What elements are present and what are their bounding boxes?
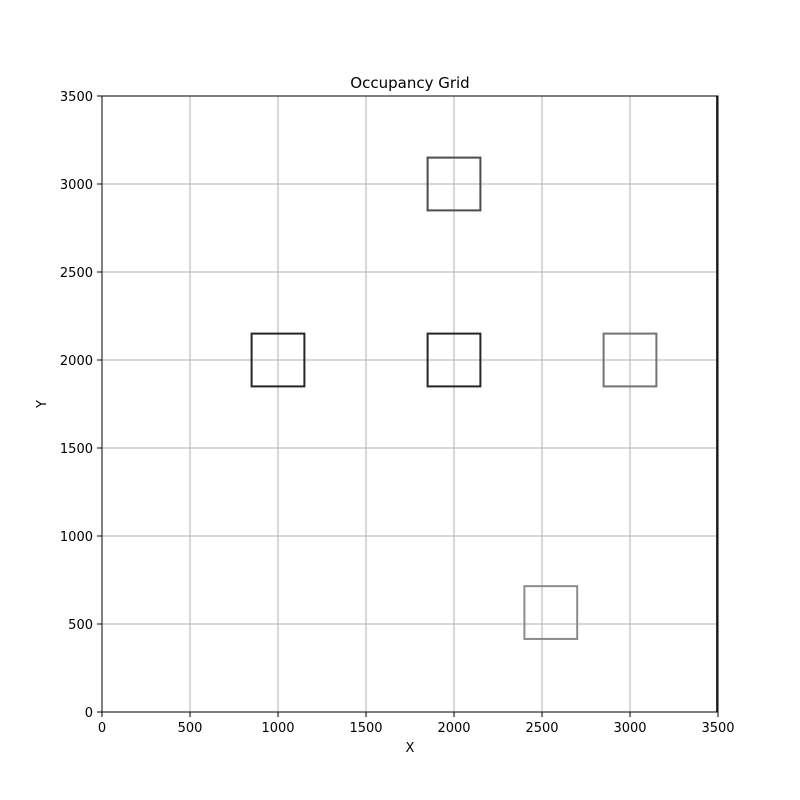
- occupied-square: [250, 332, 306, 388]
- y-tick-label: 500: [68, 618, 93, 633]
- x-tick-label: 3000: [613, 721, 646, 736]
- occupied-square: [426, 156, 482, 212]
- y-tick-label: 2500: [60, 266, 93, 281]
- x-tick-label: 0: [98, 721, 106, 736]
- plot-frame: [101, 95, 719, 713]
- y-tick-label: 3500: [60, 90, 93, 105]
- occupied-square: [523, 585, 579, 640]
- x-axis-label: X: [406, 741, 415, 756]
- grid-lines: [101, 95, 719, 713]
- y-tick-label: 1500: [60, 442, 93, 457]
- occupancy-data: [250, 96, 718, 712]
- axis-ticks: 0 500 1000 1500 2000 2500 3000 3500 0 500 1000 1500…: [60, 90, 735, 736]
- x-tick-label: 1500: [349, 721, 382, 736]
- x-tick-label: 3500: [701, 721, 734, 736]
- y-tick-label: 1000: [60, 530, 93, 545]
- x-tick-label: 1000: [261, 721, 294, 736]
- y-tick-label: 3000: [60, 178, 93, 193]
- chart-title: Occupancy Grid: [350, 74, 469, 92]
- y-tick-label: 0: [85, 706, 93, 721]
- y-axis-label: Y: [35, 400, 50, 409]
- y-tick-label: 2000: [60, 354, 93, 369]
- x-tick-label: 2500: [525, 721, 558, 736]
- occupied-square: [426, 332, 482, 388]
- x-tick-label: 2000: [437, 721, 470, 736]
- x-tick-label: 500: [178, 721, 203, 736]
- occupied-square: [602, 332, 658, 388]
